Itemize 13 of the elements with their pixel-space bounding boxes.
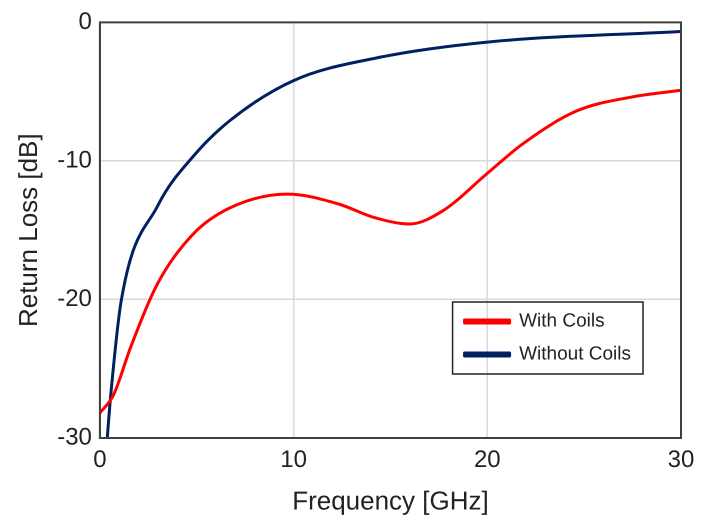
y-tick-label: -10 (57, 146, 92, 174)
legend-label: Without Coils (519, 344, 631, 365)
y-tick-label: -20 (57, 285, 92, 312)
x-tick-label: 30 (668, 446, 694, 474)
y-tick-label: -30 (57, 424, 92, 451)
line-series (100, 88, 681, 415)
y-tick-label: 0 (78, 8, 92, 36)
x-tick-label: 20 (474, 446, 501, 474)
x-axis-title: Frequency [GHz] (292, 486, 489, 516)
x-tick-label: 10 (280, 446, 307, 474)
line-series (106, 30, 681, 438)
y-axis-title: Return Loss [dB] (12, 133, 43, 328)
legend-label: With Coils (519, 310, 605, 332)
